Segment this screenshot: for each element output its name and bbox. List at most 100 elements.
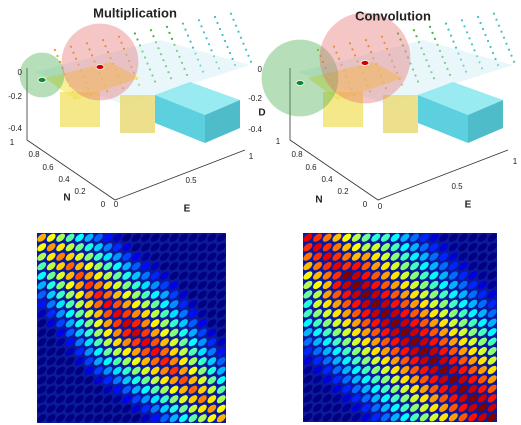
box	[120, 95, 155, 133]
grid-dot	[493, 13, 495, 15]
e-tick-label: 0.5	[451, 182, 463, 191]
heatmap	[36, 232, 227, 424]
grid-dot	[134, 32, 136, 34]
source-dot	[296, 81, 304, 86]
grid-dot	[434, 38, 436, 40]
grid-dot	[221, 34, 223, 36]
grid-dot	[200, 25, 202, 27]
grid-dot	[505, 43, 507, 45]
grid-dot	[189, 41, 191, 43]
n-tick-label: 0	[101, 200, 106, 209]
e-tick-label: 1	[249, 152, 254, 161]
grid-dot	[250, 61, 252, 63]
grid-dot	[232, 19, 234, 21]
source-dot	[96, 65, 104, 70]
n-tick-label: 0.4	[58, 175, 70, 184]
grid-dot	[203, 31, 205, 33]
grid-dot	[214, 16, 216, 18]
grid-dot	[198, 19, 200, 21]
figure: Multiplication Convolution N E D N E 0-0…	[0, 0, 521, 425]
n-tick-label: 0.6	[42, 163, 54, 172]
grid-dot	[168, 32, 170, 34]
grid-dot	[224, 40, 226, 42]
z-tick-label: -0.4	[248, 125, 262, 134]
grid-dot	[463, 25, 465, 27]
grid-dot	[166, 26, 168, 28]
e-tick-label: 1	[513, 157, 518, 166]
grid-dot	[226, 46, 228, 48]
grid-dot	[489, 46, 491, 48]
axis-label: N	[315, 195, 322, 206]
n-tick-label: 0.4	[321, 175, 333, 184]
z-tick-label: -0.2	[8, 92, 22, 101]
grid-dot	[210, 49, 212, 51]
grid-dot	[510, 55, 512, 57]
grid-dot	[494, 58, 496, 60]
grid-dot	[219, 28, 221, 30]
grid-dot	[498, 25, 500, 27]
axis-label: E	[184, 204, 191, 215]
grid-dot	[182, 23, 184, 25]
grid-dot	[208, 43, 210, 45]
grid-dot	[484, 34, 486, 36]
grid-dot	[468, 37, 470, 39]
grid-dot	[429, 26, 431, 28]
range-circle	[62, 24, 138, 100]
n-tick-label: 1	[276, 137, 281, 146]
grid-dot	[487, 40, 489, 42]
range-circle	[320, 13, 410, 103]
grid-dot	[471, 43, 473, 45]
z-tick-label: -0.4	[8, 124, 22, 133]
grid-dot	[187, 35, 189, 37]
grid-dot	[477, 16, 479, 18]
grid-dot	[500, 31, 502, 33]
grid-dot	[245, 49, 247, 51]
heatmap-bg	[303, 233, 497, 422]
grid-dot	[231, 58, 233, 60]
grid-dot	[479, 22, 481, 24]
panel-title: Multiplication	[93, 5, 177, 20]
n-tick-label: 0.2	[337, 187, 349, 196]
grid-dot	[513, 61, 515, 63]
grid-dot	[473, 49, 475, 51]
source-dot	[38, 78, 46, 83]
grid-dot	[452, 41, 454, 43]
grid-dot	[413, 29, 415, 31]
z-tick-label: 0	[18, 68, 23, 77]
heatmap-bg	[37, 233, 226, 423]
source-dot	[361, 61, 369, 66]
n-tick-label: 1	[10, 138, 15, 147]
grid-dot	[445, 23, 447, 25]
n-tick-label: 0.8	[291, 150, 303, 159]
grid-dot	[152, 35, 154, 37]
axis-label: E	[465, 200, 472, 211]
grid-dot	[230, 13, 232, 15]
grid-dot	[466, 31, 468, 33]
n-tick-label: 0.6	[305, 163, 317, 172]
grid-dot	[240, 37, 242, 39]
grid-dot	[237, 31, 239, 33]
grid-dot	[136, 38, 138, 40]
box	[383, 95, 418, 133]
grid-dot	[229, 52, 231, 54]
grid-dot	[171, 38, 173, 40]
grid-dot	[455, 47, 457, 49]
n-tick-label: 0	[363, 200, 368, 209]
z-tick-label: -0.2	[248, 94, 262, 103]
grid-dot	[56, 55, 58, 57]
grid-dot	[447, 29, 449, 31]
grid-dot	[503, 37, 505, 39]
z-tick-label: 0	[258, 65, 263, 74]
grid-dot	[450, 35, 452, 37]
e-tick-label: 0.5	[185, 176, 197, 185]
grid-dot	[508, 49, 510, 51]
heatmap	[302, 232, 498, 423]
grid-dot	[216, 22, 218, 24]
grid-dot	[205, 37, 207, 39]
grid-dot	[184, 29, 186, 31]
n-tick-label: 0.8	[28, 150, 40, 159]
e-tick-label: 0	[114, 200, 119, 209]
grid-dot	[192, 47, 194, 49]
range-circle	[20, 53, 64, 97]
axis-label: N	[63, 193, 70, 204]
